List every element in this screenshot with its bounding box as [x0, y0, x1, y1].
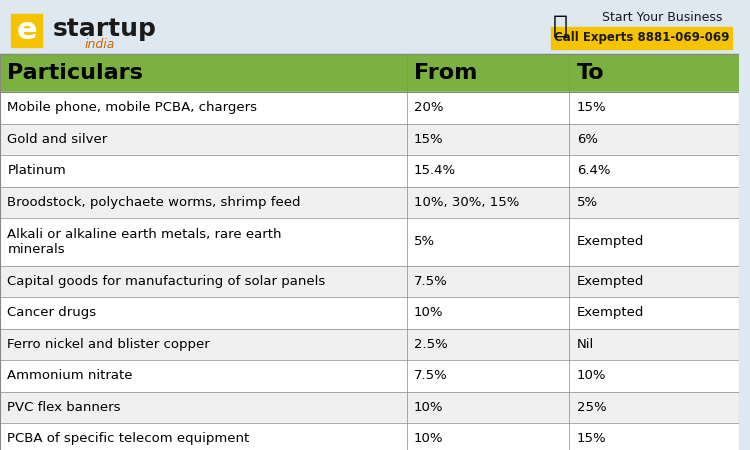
Text: 10%, 30%, 15%: 10%, 30%, 15% — [414, 196, 520, 209]
Text: Platinum: Platinum — [8, 165, 66, 177]
Text: e: e — [16, 16, 37, 45]
Text: Ferro nickel and blister copper: Ferro nickel and blister copper — [8, 338, 210, 351]
Text: Start Your Business: Start Your Business — [602, 11, 722, 23]
Text: 15.4%: 15.4% — [414, 165, 456, 177]
Bar — [0, 54, 740, 92]
Text: 7.5%: 7.5% — [414, 369, 448, 382]
Text: 15%: 15% — [414, 133, 444, 146]
Bar — [0, 92, 740, 124]
Text: startup: startup — [53, 17, 157, 41]
Text: From: From — [414, 63, 478, 83]
Text: 15%: 15% — [577, 432, 606, 445]
Bar — [0, 423, 740, 450]
Bar — [0, 187, 740, 218]
Bar — [0, 360, 740, 392]
Bar — [0, 124, 740, 155]
Text: 6.4%: 6.4% — [577, 165, 610, 177]
Bar — [0, 297, 740, 328]
Bar — [0, 155, 740, 187]
Text: Exempted: Exempted — [577, 235, 644, 248]
Text: Capital goods for manufacturing of solar panels: Capital goods for manufacturing of solar… — [8, 275, 326, 288]
Text: 20%: 20% — [414, 102, 443, 114]
Text: PVC flex banners: PVC flex banners — [8, 401, 121, 414]
Text: Cancer drugs: Cancer drugs — [8, 306, 97, 319]
Text: Broodstock, polychaete worms, shrimp feed: Broodstock, polychaete worms, shrimp fee… — [8, 196, 301, 209]
Text: 10%: 10% — [414, 432, 443, 445]
Text: 10%: 10% — [577, 369, 606, 382]
Bar — [0, 392, 740, 423]
Text: To: To — [577, 63, 604, 83]
Text: 10%: 10% — [414, 401, 443, 414]
Text: Call Experts 8881-069-069: Call Experts 8881-069-069 — [554, 32, 729, 44]
Text: Ammonium nitrate: Ammonium nitrate — [8, 369, 133, 382]
Text: Gold and silver: Gold and silver — [8, 133, 108, 146]
Text: 6%: 6% — [577, 133, 598, 146]
Text: Alkali or alkaline earth metals, rare earth
minerals: Alkali or alkaline earth metals, rare ea… — [8, 228, 282, 256]
Text: PCBA of specific telecom equipment: PCBA of specific telecom equipment — [8, 432, 250, 445]
Text: 15%: 15% — [577, 102, 606, 114]
Text: Exempted: Exempted — [577, 306, 644, 319]
Text: Mobile phone, mobile PCBA, chargers: Mobile phone, mobile PCBA, chargers — [8, 102, 257, 114]
Bar — [0, 328, 740, 360]
Bar — [0, 266, 740, 297]
Text: 5%: 5% — [414, 235, 435, 248]
Text: Particulars: Particulars — [8, 63, 143, 83]
Bar — [0, 218, 740, 266]
Text: 25%: 25% — [577, 401, 606, 414]
Text: 7.5%: 7.5% — [414, 275, 448, 288]
Text: 2.5%: 2.5% — [414, 338, 448, 351]
Bar — [0, 0, 740, 54]
Text: 🚀: 🚀 — [553, 14, 568, 38]
Text: 5%: 5% — [577, 196, 598, 209]
Text: india: india — [85, 38, 116, 50]
Bar — [11, 14, 42, 47]
Text: Nil: Nil — [577, 338, 594, 351]
Text: 10%: 10% — [414, 306, 443, 319]
Bar — [550, 27, 732, 49]
Text: Exempted: Exempted — [577, 275, 644, 288]
